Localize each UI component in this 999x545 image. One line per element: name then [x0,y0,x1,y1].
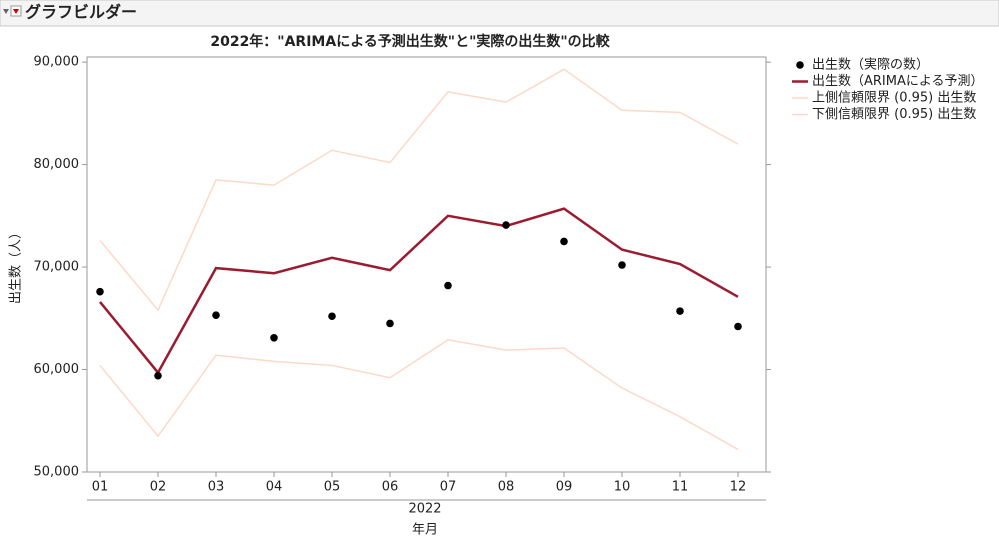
series-line [99,207,739,375]
legend-label: 上側信頼限界 (0.95) 出生数 [812,91,976,106]
chart-title: 2022年："ARIMAによる予測出生数"と"実際の出生数"の比較 [210,33,610,50]
legend-label: 出生数（実際の数） [812,57,929,73]
legend-marker [796,61,804,69]
legend-label: 下側信頼限界 (0.95) 出生数 [812,107,976,122]
legend-label: 出生数（ARIMAによる予測） [812,74,983,89]
x-tick-label: 10 [614,480,631,495]
data-point [502,221,510,229]
x-tick-label: 03 [208,480,225,495]
x-axis-title: 年月 [412,523,438,538]
header-bar [0,0,999,27]
y-tick-label: 90,000 [34,55,80,70]
x-tick-label: 12 [730,480,747,495]
y-tick-label: 50,000 [34,465,80,480]
data-point [444,281,452,290]
data-point [734,322,742,331]
data-point [270,333,278,342]
data-point [212,311,220,320]
data-point [560,237,568,246]
y-tick-label: 70,000 [34,260,80,275]
data-point [328,312,336,321]
collapse-icon[interactable] [3,9,9,14]
x-tick-label: 09 [556,480,573,495]
data-point [676,307,684,315]
y-axis-title: 出生数（人） [9,226,24,304]
y-tick-label: 60,000 [34,362,80,377]
window-title: グラフビルダー [25,3,137,22]
plot-frame [86,56,767,473]
x-tick-label: 07 [440,480,457,495]
x-tick-label: 06 [382,480,399,495]
data-point [618,261,626,269]
x-tick-label: 05 [324,480,341,495]
series-line [99,68,739,312]
x-group-label: 2022 [408,502,441,517]
menu-icon[interactable] [13,9,19,14]
data-point [386,319,394,328]
series-line [99,339,739,451]
y-tick-label: 80,000 [34,157,80,172]
data-point [154,371,162,380]
x-tick-label: 11 [672,480,689,495]
x-tick-label: 08 [498,480,515,495]
x-tick-label: 01 [92,480,109,495]
data-point [96,287,104,296]
x-tick-label: 04 [266,480,283,495]
x-tick-label: 02 [150,480,167,495]
